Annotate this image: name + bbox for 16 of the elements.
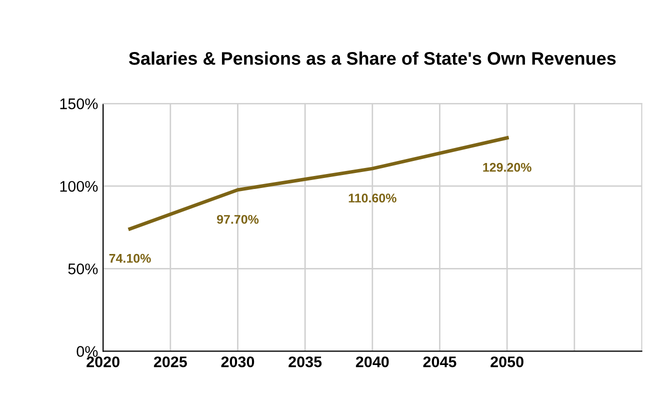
data-label: 129.20% (483, 162, 532, 172)
data-label: 97.70% (216, 214, 259, 224)
x-tick-label: 2025 (154, 356, 187, 368)
x-tick-label: 2040 (356, 356, 389, 368)
x-tick-label: 2020 (86, 356, 120, 368)
x-tick-label: 2035 (288, 356, 322, 368)
y-tick-label: 0% (76, 346, 98, 357)
data-label: 74.10% (109, 254, 151, 263)
x-tick-label: 2030 (221, 356, 254, 368)
y-tick-label: 100% (60, 180, 98, 192)
x-tick-label: 2050 (490, 356, 524, 368)
y-tick-label: 150% (60, 98, 98, 110)
data-label: 110.60% (348, 194, 396, 202)
x-tick-label: 2045 (423, 356, 456, 368)
y-tick-label: 50% (68, 264, 98, 274)
chart-title: Salaries & Pensions as a Share of State's Own Revenues (128, 52, 616, 65)
